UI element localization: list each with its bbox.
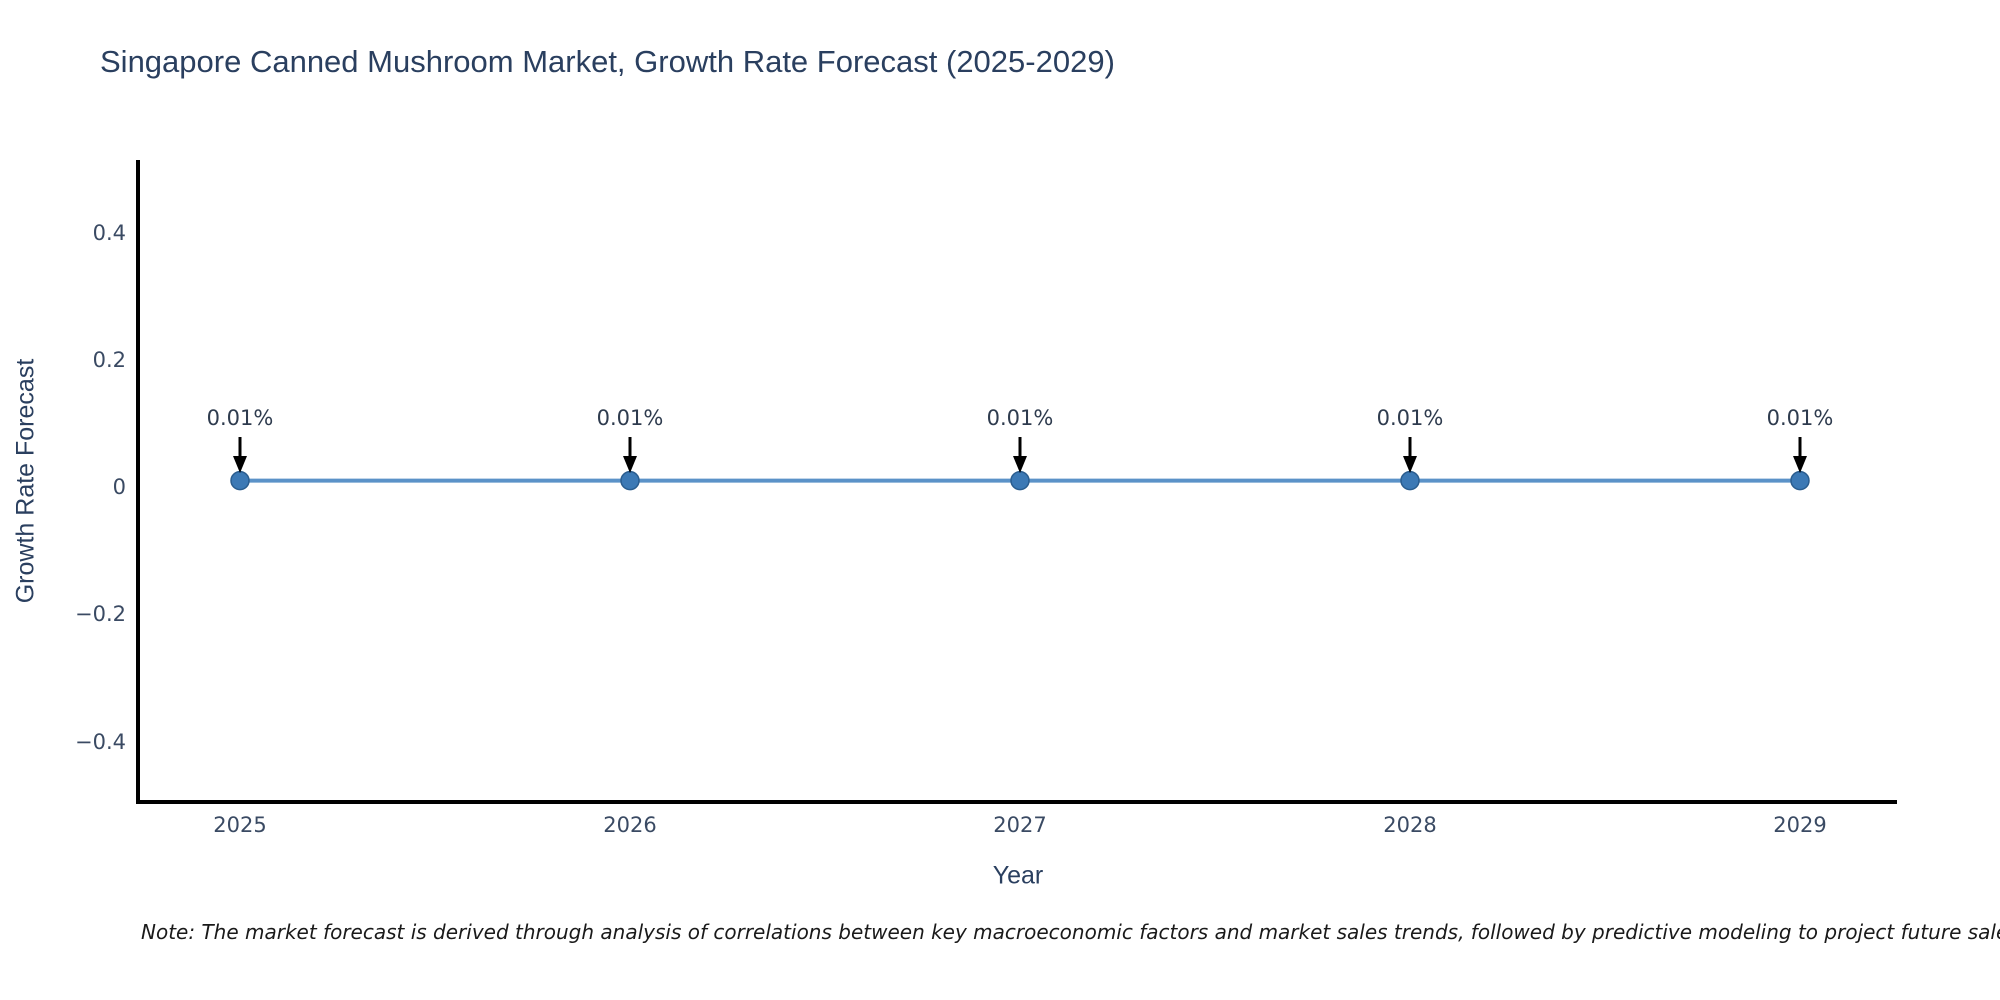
data-point [1010,470,1030,491]
point-value-label: 0.01% [596,406,664,430]
annotation-arrowhead-icon [1013,456,1027,473]
y-tick-label: 0 [112,475,126,499]
x-tick-label: 2026 [603,813,657,837]
x-tick-label: 2028 [1383,813,1437,837]
chart-title: Singapore Canned Mushroom Market, Growth… [100,44,1115,79]
data-point [1790,470,1810,491]
y-tick-label: −0.2 [75,602,126,627]
x-axis-title: Year [992,861,1044,890]
point-value-label: 0.01% [1766,406,1834,430]
annotation-arrowhead-icon [1403,456,1417,473]
annotation-arrowhead-icon [1793,456,1807,473]
y-tick-label: −0.4 [75,729,126,754]
data-point [620,470,640,491]
x-tick-label: 2029 [1773,813,1827,837]
annotation-arrowhead-icon [233,456,247,473]
footnote: Note: The market forecast is derived thr… [141,920,2000,944]
y-tick-label: 0.4 [92,220,126,245]
data-point [230,470,250,491]
annotation-arrowhead-icon [623,456,637,473]
point-value-label: 0.01% [986,406,1054,430]
y-tick-label: 0.2 [92,347,126,372]
x-tick-label: 2027 [993,813,1047,837]
point-value-label: 0.01% [206,406,274,430]
point-value-label: 0.01% [1376,406,1444,430]
data-point [1400,470,1420,491]
x-tick-label: 2025 [213,813,267,837]
